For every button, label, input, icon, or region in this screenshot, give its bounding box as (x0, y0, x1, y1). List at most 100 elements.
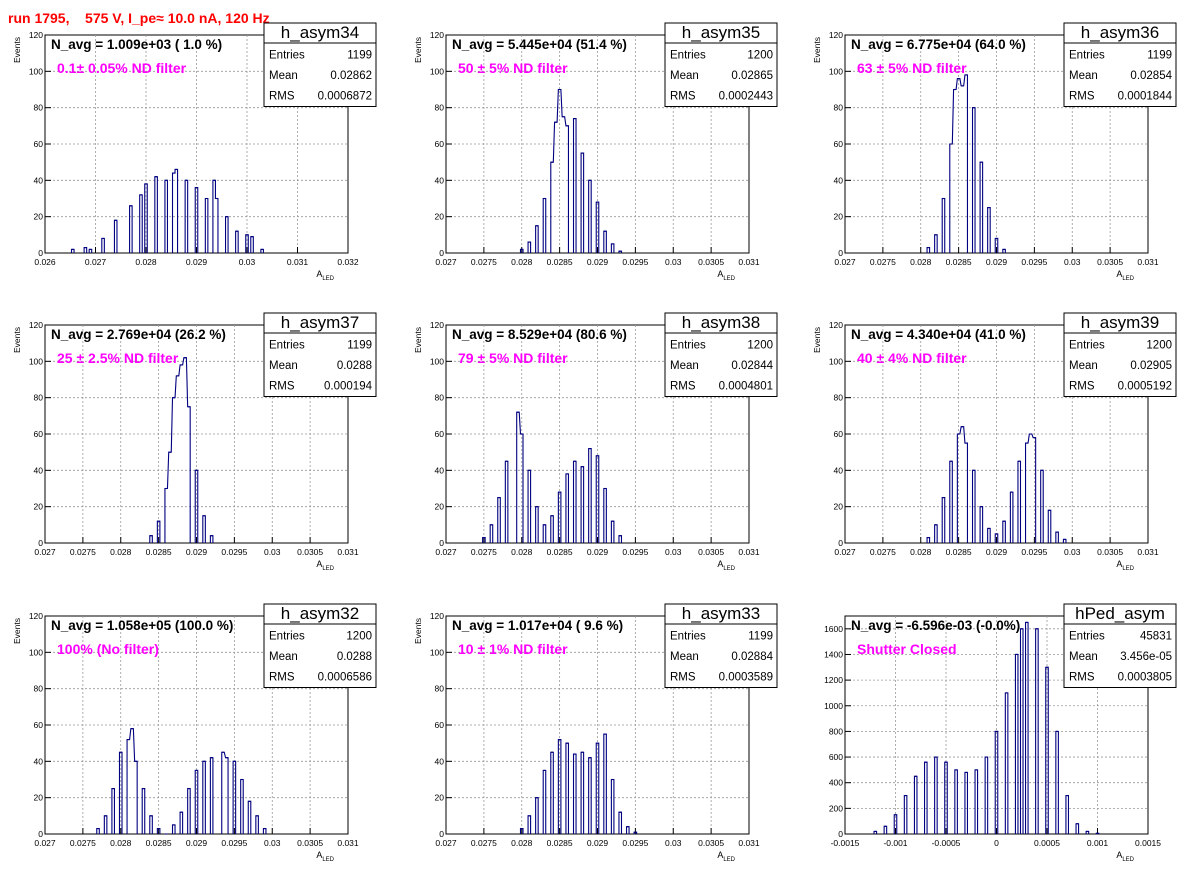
x-tick-label: 0.0285 (946, 547, 972, 557)
stats-value: 0.0001844 (1118, 91, 1173, 103)
y-tick-label: 60 (435, 429, 445, 439)
y-tick-label: 80 (435, 393, 445, 403)
histogram-panel: -0.0015 -0.001 -0.0005 0 0.0005 0.001 0.0015 0 2… (824, 603, 1177, 863)
y-tick-label: 0 (38, 248, 43, 258)
x-tick-label: 0.031 (1137, 547, 1159, 557)
x-tick-label: 0.0275 (70, 838, 96, 848)
x-tick-label: 0.031 (738, 838, 760, 848)
stats-box: h_asym32 Entries 1200 Mean 0.0288 RMS 0.000658… (263, 603, 377, 688)
stats-key: Entries (670, 631, 706, 643)
stats-key: Mean (1069, 360, 1098, 372)
x-tick-label: 0.028 (511, 547, 533, 557)
navg-label: N_avg = 5.445e+04 (51.4 %) (452, 37, 627, 52)
y-tick-label: 0 (38, 538, 43, 548)
x-tick-label: 0.0295 (622, 547, 648, 557)
histogram-panel: 0.027 0.0275 0.028 0.0285 0.029 0.0295 0.03 0.0… (413, 603, 778, 863)
x-tick-label: 0.028 (135, 257, 157, 267)
x-tick-label: 0.0305 (698, 838, 724, 848)
y-tick-label: 40 (435, 465, 445, 475)
x-tick-label: 0.03 (665, 838, 682, 848)
filter-note: 0.1± 0.05% ND filter (57, 60, 187, 76)
navg-label: N_avg = 2.769e+04 (26.2 %) (51, 327, 226, 342)
y-tick-label: 120 (29, 320, 43, 330)
y-tick-label: 80 (34, 103, 44, 113)
x-tick-label: 0.0295 (622, 257, 648, 267)
stats-key: Mean (670, 651, 699, 663)
stats-key: Entries (269, 631, 305, 643)
y-tick-label: 40 (34, 175, 44, 185)
x-tick-label: 0.031 (337, 547, 359, 557)
x-tick-label: 0.027 (435, 838, 457, 848)
x-tick-label: 0.032 (337, 257, 359, 267)
y-tick-label: 40 (834, 465, 844, 475)
y-tick-label: 0 (439, 829, 444, 839)
stats-box: h_asym37 Entries 1199 Mean 0.0288 RMS 0.000194 (263, 312, 377, 397)
x-tick-label: 0.029 (186, 547, 208, 557)
y-tick-label: 120 (829, 320, 843, 330)
stats-key: RMS (269, 672, 295, 684)
stats-value: 0.0006586 (318, 672, 372, 684)
x-tick-label: 0.0275 (870, 257, 896, 267)
x-tick-label: -0.001 (883, 838, 907, 848)
y-tick-label: 80 (34, 684, 44, 694)
stats-title: h_asym32 (281, 604, 359, 623)
x-tick-label: 0.0285 (547, 257, 573, 267)
y-tick-label: 100 (29, 647, 43, 657)
y-tick-label: 1200 (824, 675, 843, 685)
run-title: run 1795, 575 V, I_pe≈ 10.0 nA, 120 Hz (8, 10, 270, 26)
x-tick-label: 0.029 (587, 838, 609, 848)
x-axis-label: ALED (1116, 559, 1134, 572)
x-tick-label: 0.027 (834, 547, 856, 557)
y-tick-label: 0 (838, 248, 843, 258)
x-tick-label: 0.0305 (1097, 257, 1123, 267)
filter-note: 10 ± 1% ND filter (458, 641, 568, 657)
stats-key: RMS (1069, 672, 1095, 684)
x-tick-label: 0.03 (665, 257, 682, 267)
navg-label: N_avg = 1.009e+03 ( 1.0 %) (51, 37, 222, 52)
x-tick-label: 0.029 (986, 547, 1008, 557)
y-tick-label: 20 (34, 793, 44, 803)
stats-value: 1200 (747, 50, 773, 62)
x-tick-label: -0.0015 (831, 838, 860, 848)
y-tick-label: 80 (834, 103, 844, 113)
stats-title: hPed_asym (1075, 604, 1165, 623)
x-tick-label: 0.0305 (297, 547, 323, 557)
x-axis-label: ALED (717, 850, 735, 863)
stats-key: Mean (269, 360, 298, 372)
stats-title: h_asym39 (1081, 313, 1159, 332)
stats-key: RMS (269, 91, 295, 103)
x-tick-label: 0.0295 (221, 838, 247, 848)
x-tick-label: 0.028 (910, 257, 932, 267)
y-tick-label: 40 (435, 175, 445, 185)
y-tick-label: 20 (435, 212, 445, 222)
y-tick-label: 100 (829, 66, 843, 76)
x-tick-label: 0.0295 (221, 547, 247, 557)
y-tick-label: 120 (829, 30, 843, 40)
x-axis-label: ALED (316, 559, 334, 572)
stats-value: 1199 (347, 340, 372, 352)
y-tick-label: 40 (834, 175, 844, 185)
stats-key: Mean (670, 360, 699, 372)
stats-body-box (664, 42, 778, 107)
stats-key: Mean (670, 70, 699, 82)
stats-key: Entries (670, 50, 706, 62)
x-tick-label: 0.026 (34, 257, 56, 267)
x-tick-label: 0.028 (511, 257, 533, 267)
stats-value: 3.456e-05 (1120, 651, 1172, 663)
stats-key: RMS (670, 672, 696, 684)
stats-box: h_asym36 Entries 1199 Mean 0.02854 RMS 0.00018… (1063, 22, 1177, 107)
y-tick-label: 1000 (824, 701, 843, 711)
stats-value: 0.02844 (731, 360, 773, 372)
x-tick-label: 0.027 (34, 547, 56, 557)
x-tick-label: 0.0295 (1021, 547, 1047, 557)
stats-body-box (1063, 42, 1177, 107)
x-tick-label: 0.029 (587, 547, 609, 557)
stats-value: 1200 (1146, 340, 1172, 352)
y-tick-label: 20 (435, 793, 445, 803)
y-axis-label: Events (413, 37, 423, 63)
x-tick-label: 0.0285 (146, 838, 172, 848)
x-tick-label: 0.0295 (622, 838, 648, 848)
x-tick-label: 0.027 (34, 838, 56, 848)
x-tick-label: 0.0295 (1021, 257, 1047, 267)
x-axis-label: ALED (316, 850, 334, 863)
